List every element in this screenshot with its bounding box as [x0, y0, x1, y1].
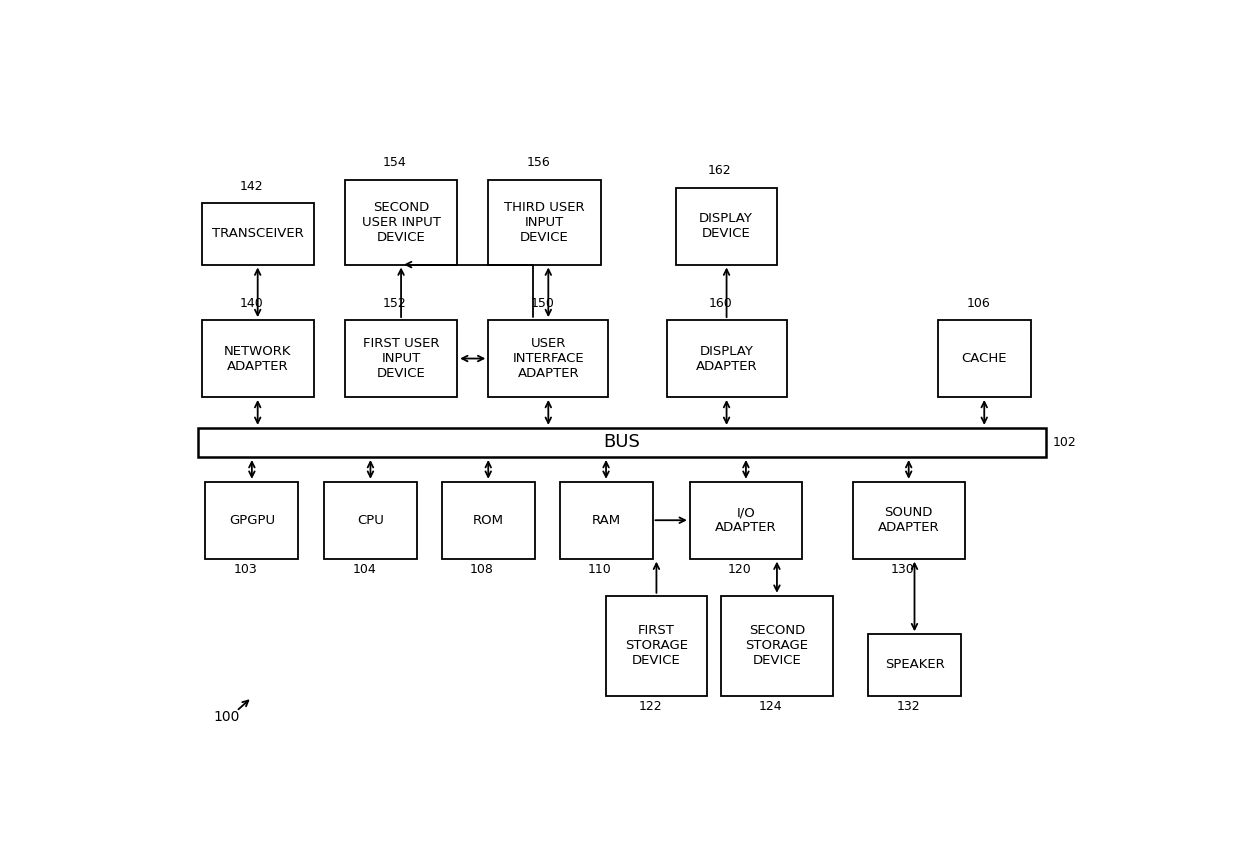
Bar [441, 482, 534, 559]
Bar [720, 596, 833, 696]
Text: 110: 110 [588, 563, 611, 576]
Text: 108: 108 [470, 563, 494, 576]
Text: 102: 102 [1053, 436, 1076, 449]
Text: SECOND
STORAGE
DEVICE: SECOND STORAGE DEVICE [745, 625, 808, 667]
Text: TRANSCEIVER: TRANSCEIVER [212, 227, 304, 240]
Text: GPGPU: GPGPU [229, 514, 275, 527]
Text: 162: 162 [708, 164, 732, 177]
Bar [868, 634, 961, 696]
Text: 124: 124 [759, 700, 782, 713]
Text: 130: 130 [890, 563, 914, 576]
Text: DISPLAY
DEVICE: DISPLAY DEVICE [699, 212, 753, 240]
Text: 122: 122 [639, 700, 662, 713]
Text: ROM: ROM [472, 514, 503, 527]
Text: THIRD USER
INPUT
DEVICE: THIRD USER INPUT DEVICE [505, 201, 585, 243]
Bar [197, 428, 1047, 457]
Bar [559, 482, 652, 559]
Text: SECOND
USER INPUT
DEVICE: SECOND USER INPUT DEVICE [362, 201, 440, 243]
Text: DISPLAY
ADAPTER: DISPLAY ADAPTER [696, 345, 758, 373]
Text: 106: 106 [966, 297, 990, 310]
Text: FIRST USER
INPUT
DEVICE: FIRST USER INPUT DEVICE [363, 337, 439, 380]
Bar [689, 482, 802, 559]
Bar [345, 320, 458, 397]
Text: 120: 120 [728, 563, 751, 576]
Bar [606, 596, 707, 696]
Text: I/O
ADAPTER: I/O ADAPTER [715, 506, 776, 534]
Bar [201, 320, 314, 397]
Text: 150: 150 [531, 297, 554, 310]
Text: SPEAKER: SPEAKER [884, 659, 945, 671]
Bar [676, 187, 776, 265]
Text: 152: 152 [383, 297, 407, 310]
Text: 140: 140 [239, 297, 263, 310]
Text: SOUND
ADAPTER: SOUND ADAPTER [878, 506, 940, 534]
Text: CACHE: CACHE [961, 352, 1007, 365]
Bar [201, 203, 314, 265]
Bar [489, 180, 600, 265]
Bar [324, 482, 417, 559]
Text: 103: 103 [234, 563, 258, 576]
Bar [206, 482, 299, 559]
Text: NETWORK
ADAPTER: NETWORK ADAPTER [224, 345, 291, 373]
Text: 160: 160 [708, 297, 733, 310]
Text: 154: 154 [383, 157, 407, 169]
Text: BUS: BUS [604, 433, 640, 452]
Text: FIRST
STORAGE
DEVICE: FIRST STORAGE DEVICE [625, 625, 688, 667]
Bar [667, 320, 786, 397]
Bar [937, 320, 1030, 397]
Bar [853, 482, 965, 559]
Text: 132: 132 [897, 700, 920, 713]
Text: USER
INTERFACE
ADAPTER: USER INTERFACE ADAPTER [512, 337, 584, 380]
Text: 100: 100 [213, 711, 239, 724]
Text: 142: 142 [239, 180, 263, 192]
Text: 104: 104 [352, 563, 376, 576]
Bar [345, 180, 458, 265]
Text: 156: 156 [526, 157, 551, 169]
Text: CPU: CPU [357, 514, 384, 527]
Bar [489, 320, 609, 397]
Text: RAM: RAM [591, 514, 620, 527]
